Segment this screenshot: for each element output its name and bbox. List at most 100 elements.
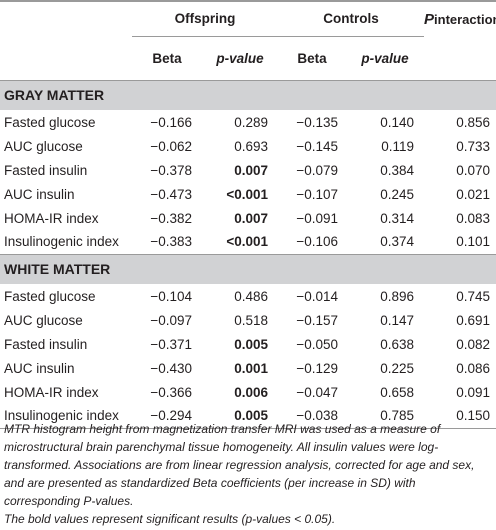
p-interaction-cell: 0.101 [456,234,490,250]
offspring-beta-cell: −0.378 [150,162,192,178]
offspring-beta-cell: −0.294 [150,408,192,424]
p-interaction-cell: 0.856 [456,114,490,130]
p-interaction-main: P [424,10,435,28]
offspring-p-value-cell: 0.005 [234,336,268,352]
controls-p-value-cell: 0.140 [380,114,414,130]
offspring-beta-cell: −0.473 [150,186,192,202]
controls-beta-cell: −0.050 [296,336,338,352]
p-interaction-sub: interaction [434,11,496,27]
section-title: GRAY MATTER [4,87,105,104]
table-footnotes: MTR histogram height from magnetization … [4,420,492,528]
controls-p-value-cell: 0.384 [380,162,414,178]
header-blank-cell [424,36,496,80]
header-controls-beta: Beta [297,50,327,66]
section-header-row: WHITE MATTER [0,254,496,284]
table-row: Insulinogenic index −0.294 0.005 −0.038 0.78… [0,404,496,428]
p-interaction-cell: 0.091 [456,384,490,400]
header-column-row: Beta p-value Beta p-value [0,36,496,80]
offspring-p-value-cell: 0.007 [234,210,268,226]
row-label: AUC insulin [4,360,75,376]
table-row: AUC glucose −0.097 0.518 −0.157 0.147 0.691 [0,308,496,332]
row-label: HOMA-IR index [4,384,99,400]
header-controls: Controls [278,1,424,37]
header-offspring: Offspring [132,1,278,37]
offspring-p-value-cell: <0.001 [226,186,268,202]
results-table: Offspring Controls Pinteraction Beta p-v… [0,1,496,428]
row-label: Fasted glucose [4,114,96,130]
p-interaction-cell: 0.021 [456,186,490,202]
table-row: Insulinogenic index −0.383 <0.001 −0.106 0.3… [0,230,496,254]
controls-beta-cell: −0.135 [296,114,338,130]
header-controls-p-value: p-value [361,50,409,66]
controls-p-value-cell: 0.314 [380,210,414,226]
offspring-beta-cell: −0.383 [150,234,192,250]
header-group-row: Offspring Controls Pinteraction [0,1,496,37]
controls-beta-cell: −0.091 [296,210,338,226]
offspring-p-value-cell: 0.289 [234,114,268,130]
section-title: WHITE MATTER [4,261,111,278]
offspring-p-value-cell: 0.007 [234,162,268,178]
row-label: Insulinogenic index [4,408,119,424]
table-row: Fasted glucose −0.104 0.486 −0.014 0.896 0.74… [0,284,496,308]
table-row: HOMA-IR index −0.382 0.007 −0.091 0.314 0.083 [0,206,496,230]
table-row: HOMA-IR index −0.366 0.006 −0.047 0.658 0.091 [0,380,496,404]
controls-p-value-cell: 0.119 [381,138,414,154]
table-row: Fasted insulin −0.371 0.005 −0.050 0.638 0.08… [0,332,496,356]
p-interaction-cell: 0.150 [456,408,490,424]
table-body: GRAY MATTER Fasted glucose −0.166 0.289 −0.1… [0,80,496,428]
offspring-beta-cell: −0.382 [150,210,192,226]
offspring-beta-cell: −0.097 [150,312,192,328]
controls-beta-cell: −0.157 [296,312,338,328]
offspring-p-value-cell: 0.486 [234,288,268,304]
controls-p-value-cell: 0.658 [380,384,414,400]
footnote-methods: MTR histogram height from magnetization … [4,422,475,508]
offspring-p-value-cell: 0.006 [234,384,268,400]
offspring-p-value-cell: <0.001 [226,234,268,250]
header-blank-cell [0,1,132,36]
offspring-p-value-cell: 0.005 [234,408,268,424]
table-header: Offspring Controls Pinteraction Beta p-v… [0,1,496,80]
p-interaction-cell: 0.733 [456,138,490,154]
controls-p-value-cell: 0.147 [380,312,414,328]
controls-p-value-cell: 0.374 [380,234,414,250]
table-row: AUC glucose −0.062 0.693 −0.145 0.119 0.733 [0,134,496,158]
controls-p-value-cell: 0.896 [380,288,414,304]
p-interaction-cell: 0.082 [456,336,490,352]
table-row: Fasted insulin −0.378 0.007 −0.079 0.384 0.07… [0,158,496,182]
header-p-interaction: Pinteraction [424,1,496,36]
controls-beta-cell: −0.047 [296,384,338,400]
controls-p-value-cell: 0.638 [380,336,414,352]
offspring-beta-cell: −0.430 [150,360,192,376]
table-row: Fasted glucose −0.166 0.289 −0.135 0.140 0.85… [0,110,496,134]
offspring-beta-cell: −0.062 [150,138,192,154]
p-interaction-cell: 0.070 [456,162,490,178]
offspring-p-value-cell: 0.693 [234,138,268,154]
section-header-row: GRAY MATTER [0,80,496,110]
p-interaction-cell: 0.745 [456,288,490,304]
p-interaction-cell: 0.691 [456,312,490,328]
row-label: Fasted glucose [4,288,96,304]
table-row: AUC insulin −0.473 <0.001 −0.107 0.245 0.021 [0,182,496,206]
controls-p-value-cell: 0.225 [380,360,414,376]
row-label: AUC glucose [4,312,83,328]
offspring-beta-cell: −0.366 [150,384,192,400]
controls-beta-cell: −0.079 [296,162,338,178]
row-label: AUC glucose [4,138,83,154]
controls-p-value-cell: 0.785 [380,408,414,424]
header-offspring-p-value: p-value [216,50,264,66]
p-interaction-cell: 0.086 [456,360,490,376]
controls-beta-cell: −0.038 [296,408,338,424]
controls-beta-cell: −0.129 [296,360,338,376]
footnote-significance: The bold values represent significant re… [4,512,336,526]
controls-beta-cell: −0.106 [296,234,338,250]
offspring-p-value-cell: 0.518 [234,312,268,328]
controls-p-value-cell: 0.245 [380,186,414,202]
row-label: HOMA-IR index [4,210,99,226]
row-label: Insulinogenic index [4,234,119,250]
offspring-beta-cell: −0.104 [150,288,192,304]
results-table-container: Offspring Controls Pinteraction Beta p-v… [0,1,496,428]
offspring-beta-cell: −0.166 [150,114,192,130]
offspring-p-value-cell: 0.001 [234,360,268,376]
table-row: AUC insulin −0.430 0.001 −0.129 0.225 0.086 [0,356,496,380]
offspring-beta-cell: −0.371 [150,336,192,352]
